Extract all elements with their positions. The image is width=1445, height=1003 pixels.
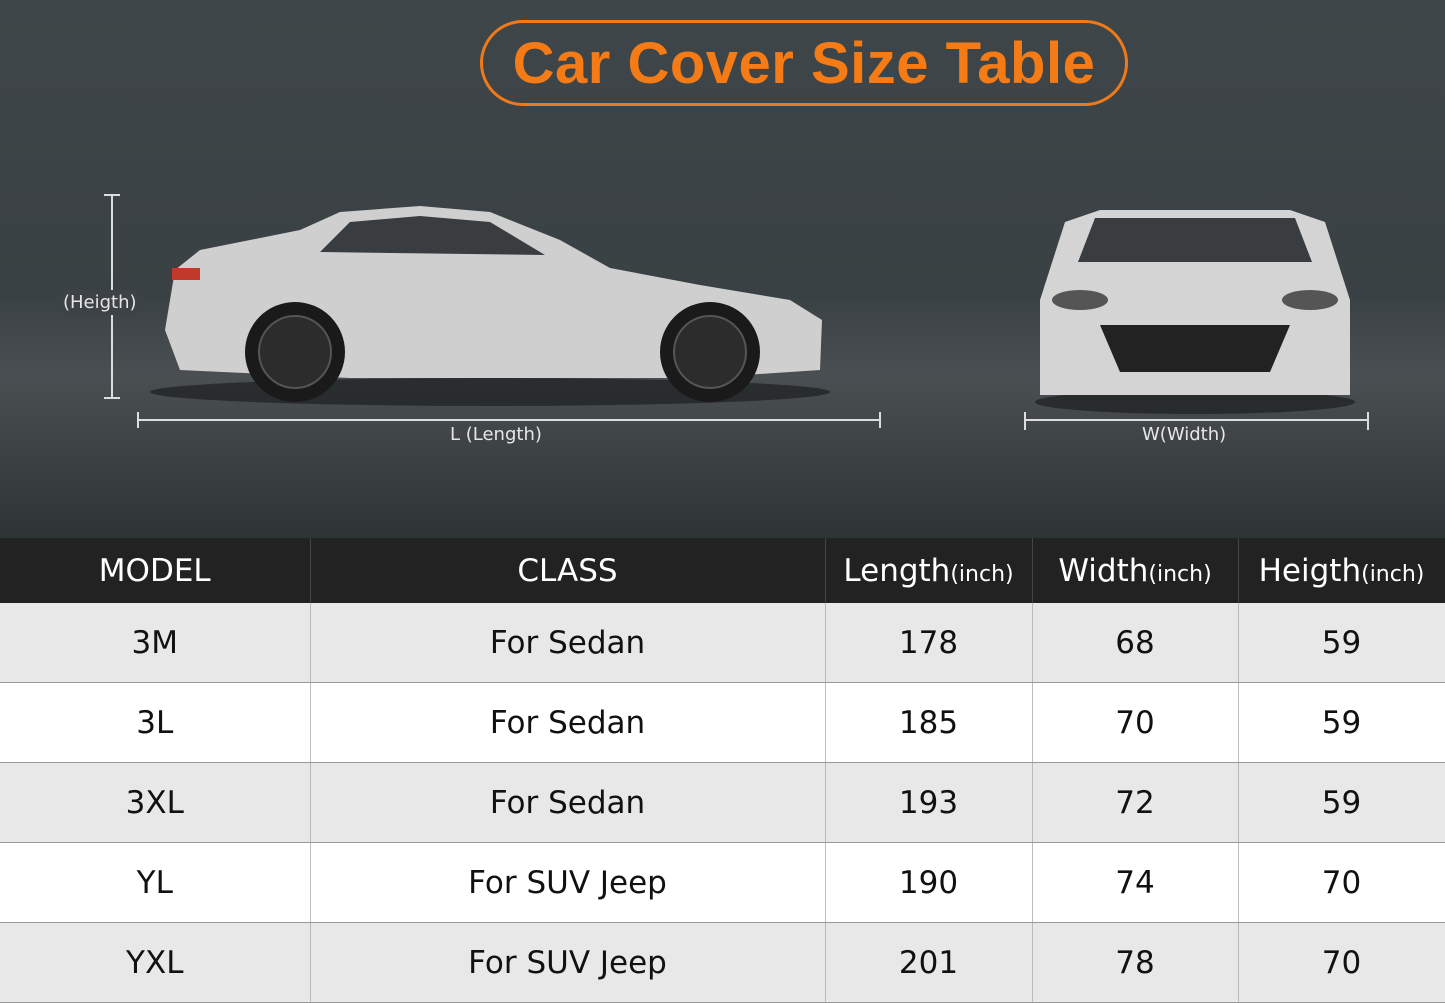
length-label: L (Length): [450, 424, 542, 445]
cell-class: For Sedan: [310, 762, 826, 843]
cell-class: For Sedan: [310, 603, 826, 683]
cell-length: 193: [825, 762, 1033, 843]
page-title: Car Cover Size Table: [512, 30, 1096, 96]
cell-length: 190: [825, 842, 1033, 923]
cell-width: 70: [1032, 682, 1239, 763]
cell-width: 74: [1032, 842, 1239, 923]
cell-class: For SUV Jeep: [310, 922, 826, 1003]
cell-model: 3L: [0, 682, 311, 763]
header-class: CLASS: [310, 538, 826, 603]
cell-class: For SUV Jeep: [310, 842, 826, 923]
cell-class: For Sedan: [310, 682, 826, 763]
title-badge: Car Cover Size Table: [480, 20, 1128, 106]
cell-model: YL: [0, 842, 311, 923]
width-label: W(Width): [1142, 424, 1227, 445]
cell-length: 178: [825, 603, 1033, 683]
cell-model: YXL: [0, 922, 311, 1003]
table-header-row: MODEL CLASS Length(inch) Width(inch) Hei…: [0, 538, 1445, 603]
table-row: 3XL For Sedan 193 72 59: [0, 762, 1445, 843]
table-row: 3M For Sedan 178 68 59: [0, 603, 1445, 683]
hero-banner: Car Cover Size Table (Heigth) L (Length)…: [0, 0, 1445, 538]
header-width: Width(inch): [1032, 538, 1239, 603]
header-model: MODEL: [0, 538, 311, 603]
cell-height: 59: [1238, 603, 1445, 683]
cell-width: 78: [1032, 922, 1239, 1003]
car-illustrations: [104, 194, 1369, 430]
table-row: YL For SUV Jeep 190 74 70: [0, 842, 1445, 923]
cell-height: 59: [1238, 682, 1445, 763]
table-row: 3L For Sedan 185 70 59: [0, 682, 1445, 763]
cell-height: 70: [1238, 842, 1445, 923]
table-row: YXL For SUV Jeep 201 78 70: [0, 922, 1445, 1003]
cell-height: 59: [1238, 762, 1445, 843]
header-length: Length(inch): [825, 538, 1033, 603]
header-height: Heigth(inch): [1238, 538, 1445, 603]
cell-model: 3XL: [0, 762, 311, 843]
front-car-image: [1035, 210, 1355, 414]
cell-model: 3M: [0, 603, 311, 683]
side-car-image: [150, 206, 830, 406]
cell-width: 72: [1032, 762, 1239, 843]
cell-height: 70: [1238, 922, 1445, 1003]
size-table: MODEL CLASS Length(inch) Width(inch) Hei…: [0, 538, 1445, 1003]
cell-width: 68: [1032, 603, 1239, 683]
height-label: (Heigth): [63, 290, 137, 315]
dimension-lines: [104, 194, 1369, 430]
cell-length: 201: [825, 922, 1033, 1003]
cell-length: 185: [825, 682, 1033, 763]
